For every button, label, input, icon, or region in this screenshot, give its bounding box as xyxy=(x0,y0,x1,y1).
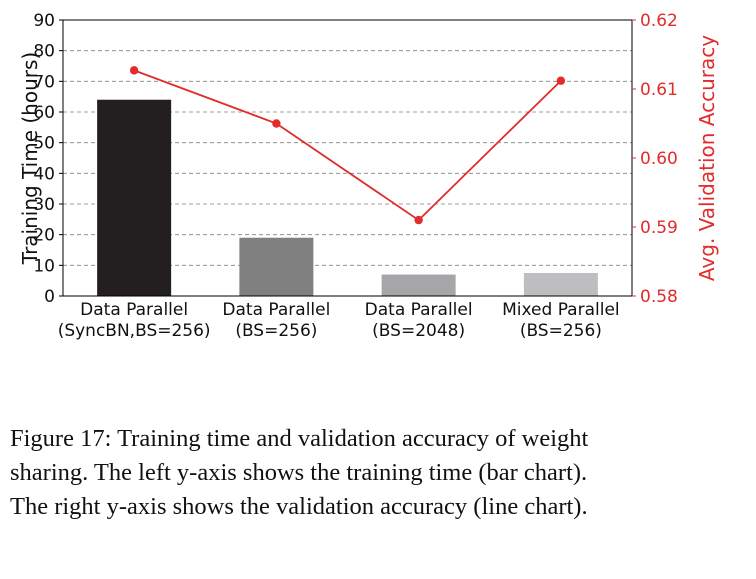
left-tick-label: 60 xyxy=(33,103,55,123)
right-tick-label: 0.62 xyxy=(640,11,678,31)
category-label: Data Parallel xyxy=(365,300,473,320)
accuracy-point xyxy=(129,66,139,75)
right-y-axis-ticks: 0.58 0.59 0.60 0.61 0.62 xyxy=(632,11,678,307)
left-tick-label: 50 xyxy=(33,134,55,154)
left-tick-label: 0 xyxy=(44,287,55,307)
left-tick-label: 30 xyxy=(33,195,55,215)
right-tick-label: 0.59 xyxy=(640,218,678,238)
accuracy-point xyxy=(272,119,281,128)
left-tick-label: 70 xyxy=(33,72,55,92)
category-label: (SyncBN,BS=256) xyxy=(58,321,211,341)
left-tick-label: 20 xyxy=(33,226,55,246)
left-y-axis-title: Training Time (hours) xyxy=(18,52,42,265)
x-axis-categories: Data Parallel(SyncBN,BS=256)Data Paralle… xyxy=(58,300,620,341)
right-y-axis-title: Avg. Validation Accuracy xyxy=(695,35,719,281)
caption-line: sharing. The left y-axis shows the train… xyxy=(10,459,588,486)
accuracy-point xyxy=(556,76,566,85)
caption-line: The right y-axis shows the validation ac… xyxy=(10,493,588,520)
bar xyxy=(381,274,456,296)
accuracy-line xyxy=(133,69,562,222)
bar xyxy=(97,99,172,296)
caption-line: Figure 17: Training time and validation … xyxy=(10,425,589,452)
bar-series xyxy=(97,99,598,296)
right-tick-label: 0.60 xyxy=(640,149,678,169)
left-tick-label: 80 xyxy=(33,42,55,62)
right-tick-label: 0.58 xyxy=(640,287,678,307)
category-label: Data Parallel xyxy=(80,300,188,320)
category-label: Mixed Parallel xyxy=(502,300,620,320)
accuracy-line-series xyxy=(129,66,566,225)
left-tick-label: 90 xyxy=(33,11,55,31)
chart: 0 10 20 30 40 50 60 70 80 90 0.58 0.59 0.60 0.61 0.62… xyxy=(18,11,719,341)
category-label: (BS=256) xyxy=(520,321,602,341)
left-y-axis-ticks: 0 10 20 30 40 50 60 70 80 90 xyxy=(33,11,63,307)
accuracy-point xyxy=(414,215,423,225)
bar xyxy=(523,273,598,296)
left-tick-label: 40 xyxy=(33,164,55,184)
bar xyxy=(239,237,314,296)
figure-caption: Figure 17: Training time and validation … xyxy=(10,422,750,524)
right-tick-label: 0.61 xyxy=(640,80,678,100)
category-label: Data Parallel xyxy=(222,300,330,320)
category-label: (BS=2048) xyxy=(372,321,465,341)
category-label: (BS=256) xyxy=(235,321,317,341)
left-tick-label: 10 xyxy=(33,256,55,276)
